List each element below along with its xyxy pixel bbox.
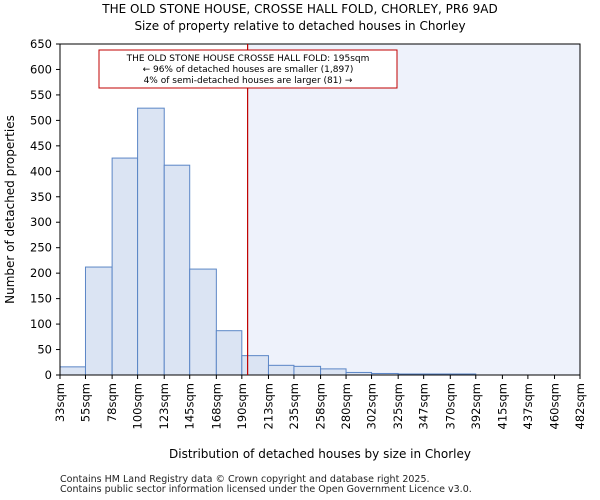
- highlight-region: [247, 44, 580, 375]
- bar-258sqm: [320, 368, 347, 376]
- x-axis: 33sqm 55sqm 78sqm 100sqm 123sqm 145sqm 168sqm 1…: [53, 375, 587, 429]
- x-tick-label: 437sqm: [521, 383, 535, 429]
- y-tick-label: 200: [30, 266, 52, 280]
- bar-123sqm: [163, 164, 191, 376]
- y-tick-label: 350: [30, 190, 52, 204]
- bar-55sqm: [84, 266, 113, 376]
- histogram-chart: 050100150200250300350400450500550600650 …: [3, 37, 587, 461]
- x-tick-label: 460sqm: [548, 383, 562, 429]
- x-tick-label: 55sqm: [78, 383, 92, 422]
- annotation-border: [98, 49, 398, 89]
- x-tick-label: 325sqm: [391, 383, 405, 429]
- x-axis-label: Distribution of detached houses by size …: [169, 447, 471, 461]
- bar-145sqm: [189, 268, 217, 376]
- annotation-line-2: ← 96% of detached houses are smaller (1,…: [143, 65, 354, 75]
- y-tick-label: 450: [30, 139, 52, 153]
- y-tick-label: 150: [30, 292, 52, 306]
- y-tick-label: 300: [30, 215, 52, 229]
- y-tick-label: 600: [30, 62, 52, 76]
- y-tick-label: 400: [30, 164, 52, 178]
- x-tick-label: 78sqm: [105, 383, 119, 422]
- x-tick-label: 168sqm: [209, 383, 223, 429]
- bar-100sqm: [137, 107, 165, 376]
- y-tick-label: 650: [30, 37, 52, 51]
- x-tick-label: 213sqm: [261, 383, 275, 429]
- y-tick-label: 500: [30, 113, 52, 127]
- x-tick-label: 302sqm: [365, 383, 379, 429]
- y-tick-label: 50: [37, 343, 52, 357]
- annotation-line-3: 4% of semi-detached houses are larger (8…: [144, 76, 353, 86]
- bar-168sqm: [215, 330, 243, 376]
- x-tick-label: 280sqm: [339, 383, 353, 429]
- x-tick-label: 123sqm: [157, 383, 171, 429]
- x-tick-label: 145sqm: [183, 383, 197, 429]
- bar-78sqm: [111, 157, 139, 376]
- x-tick-label: 235sqm: [287, 383, 301, 429]
- y-tick-label: 550: [30, 88, 52, 102]
- x-tick-label: 33sqm: [53, 383, 67, 422]
- x-tick-label: 347sqm: [417, 383, 431, 429]
- x-tick-label: 370sqm: [443, 383, 457, 429]
- y-tick-label: 100: [30, 317, 52, 331]
- x-tick-label: 415sqm: [495, 383, 509, 429]
- y-tick-label: 250: [30, 241, 52, 255]
- x-tick-label: 258sqm: [314, 383, 328, 429]
- bar-190sqm: [241, 355, 269, 376]
- y-axis-label: Number of detached properties: [3, 115, 17, 304]
- footer-copyright: Contains HM Land Registry data © Crown c…: [60, 474, 430, 485]
- footer-licence: Contains public sector information licen…: [60, 484, 472, 495]
- y-axis: 0 50 100 150 200 250 300 350 400 450 500 550 600 650: [30, 37, 60, 382]
- bar-213sqm: [267, 364, 295, 376]
- annotation-line-1: THE OLD STONE HOUSE CROSSE HALL FOLD: 19…: [126, 54, 370, 64]
- annotation-box: THE OLD STONE HOUSE CROSSE HALL FOLD: 19…: [98, 49, 398, 89]
- bar-33sqm: [59, 366, 86, 376]
- x-tick-label: 392sqm: [469, 383, 483, 429]
- x-tick-label: 190sqm: [235, 383, 249, 429]
- bar-235sqm: [293, 365, 322, 376]
- x-tick-label: 100sqm: [131, 383, 145, 429]
- y-tick-label: 0: [45, 368, 52, 382]
- bars-group: [59, 107, 477, 376]
- chart-subtitle: Size of property relative to detached ho…: [134, 19, 466, 33]
- x-tick-label: 482sqm: [573, 383, 587, 429]
- chart-title: THE OLD STONE HOUSE, CROSSE HALL FOLD, C…: [102, 2, 498, 16]
- plot-frame: [59, 43, 581, 376]
